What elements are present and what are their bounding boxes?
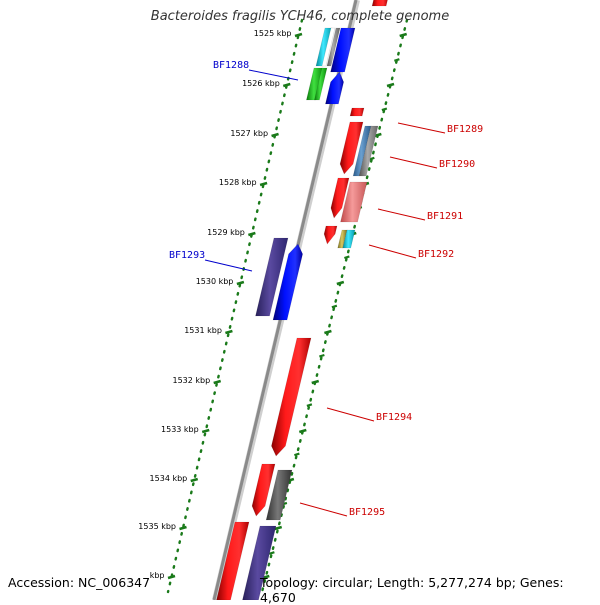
tick-mark [259,181,268,187]
gene-bar [326,27,341,67]
tick-label: 1526 kbp [242,79,280,88]
tick-mark [213,379,222,385]
minor-tick [369,156,375,161]
tick-label: 1531 kbp [184,326,222,335]
genome-summary: Topology: circular; Length: 5,277,274 bp… [260,575,564,605]
gene-label-bf1292[interactable]: BF1292 [418,249,455,260]
minor-tick [331,304,338,309]
tick-mark [179,525,187,531]
tick-label: 1527 kbp [230,129,269,138]
tick-label: 1528 kbp [218,178,257,187]
accession-text: Accession: NC_006347 [8,575,151,590]
tick-mark [236,280,245,286]
minor-tick [269,551,275,555]
gene-bar-reverse [251,463,276,517]
tick-mark [386,82,395,88]
gene-bar-forward [272,243,303,321]
tick-mark [298,428,307,434]
tick-mark [167,574,176,580]
gene-label-bf1293[interactable]: BF1293 [169,250,206,261]
gene-label-bf1291[interactable]: BF1291 [427,211,464,222]
tick-mark [294,32,303,38]
gene-leader-line [377,208,426,221]
gene-bar-forward [330,27,356,73]
gene-label-bf1295[interactable]: BF1295 [349,507,386,518]
gene-label-bf1288[interactable]: BF1288 [213,60,250,71]
gene-bar-forward [314,67,328,101]
gene-leader-line [248,69,299,81]
tick-label: kbp [149,571,165,580]
tick-mark [324,329,332,335]
minor-tick [394,58,400,62]
gene-bar [321,27,336,67]
tick-mark [311,379,320,385]
minor-tick [319,353,325,358]
gene-bar-reverse [330,177,350,219]
tick-mark [248,231,256,237]
gene-bar-forward [325,71,344,105]
minor-tick [381,107,388,112]
minor-tick [344,255,350,260]
tick-label: 1534 kbp [149,474,188,483]
tick-label: 1532 kbp [172,376,211,385]
gene-bar-reverse [339,121,364,175]
gene-bar-reverse [271,337,312,457]
tick-label: 1535 kbp [138,522,176,531]
gene-label-bf1290[interactable]: BF1290 [439,159,476,170]
gene-bar-forward [255,237,289,317]
gene-leader-line [389,156,438,169]
tick-label: 1525 kbp [253,29,292,38]
gene-bar-reverse [371,0,388,7]
tick-mark [271,132,279,138]
gene-leader-line [299,502,348,517]
tick-mark [274,525,283,531]
gene-bar-reverse [340,181,368,223]
map-title: Bacteroides fragilis YCH46, complete gen… [150,9,450,24]
gene-bar-reverse [358,125,379,177]
gene-bar-reverse [349,107,365,117]
tick-mark [225,329,233,335]
tick-label: 1530 kbp [195,277,234,286]
tick-mark [282,82,291,88]
gene-leader-line [368,244,417,259]
minor-tick [306,403,313,407]
tick-label: 1533 kbp [161,425,199,434]
gene-bar-reverse [323,225,338,245]
gene-label-bf1294[interactable]: BF1294 [376,412,413,423]
gene-leader-line [397,122,446,134]
tick-label: 1529 kbp [207,228,245,237]
gene-leader-line [204,259,253,272]
tick-mark [336,280,345,286]
tick-mark [190,477,199,483]
tick-mark [201,428,210,434]
gene-label-bf1289[interactable]: BF1289 [447,124,484,135]
gene-bar-reverse [342,229,356,249]
gene-bar-reverse [265,469,293,521]
tick-mark [399,32,408,38]
gene-leader-line [326,407,375,422]
minor-tick [294,452,300,457]
